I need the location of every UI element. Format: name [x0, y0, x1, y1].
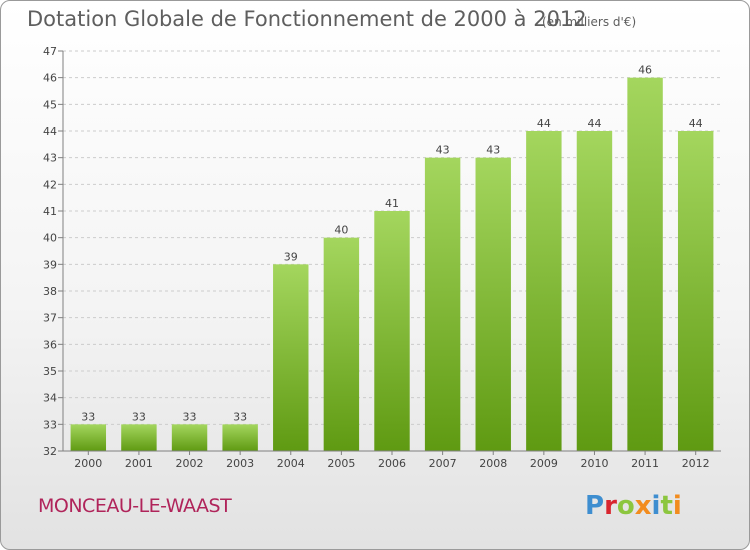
data-label: 43 [436, 144, 450, 157]
data-label: 33 [233, 410, 247, 423]
bars [70, 77, 714, 452]
logo-letter: P [585, 491, 605, 521]
y-tick-label: 43 [43, 152, 57, 165]
bar [70, 424, 107, 451]
data-label: 33 [132, 410, 146, 423]
bar [222, 424, 258, 451]
x-tick-label: 2009 [530, 457, 558, 470]
x-tick-label: 2002 [176, 457, 204, 470]
y-tick-label: 44 [43, 125, 57, 138]
x-tick-label: 2012 [682, 457, 710, 470]
x-tick-label: 2006 [378, 457, 406, 470]
data-label: 44 [587, 117, 601, 130]
y-tick-label: 35 [43, 365, 57, 378]
y-tick-label: 42 [43, 178, 57, 191]
logo-letter: o [616, 491, 635, 521]
data-label: 41 [385, 197, 399, 210]
labels: 32 33 34 35 36 37 38 39 40 41 42 43 44 45 46 47 2000 33 20… [43, 45, 710, 470]
data-label: 44 [537, 117, 551, 130]
bar [424, 157, 461, 451]
data-label: 44 [689, 117, 703, 130]
logo-letter: t [660, 491, 673, 521]
x-tick-label: 2010 [580, 457, 608, 470]
bar [627, 77, 663, 452]
y-tick-label: 45 [43, 98, 57, 111]
y-tick-label: 36 [43, 338, 57, 351]
chart-title: Dotation Globale de Fonctionnement de 20… [27, 7, 587, 31]
bar [171, 424, 208, 451]
data-label: 39 [284, 250, 298, 263]
logo-letter: i [651, 491, 661, 521]
y-tick-label: 46 [43, 72, 57, 85]
commune-name: MONCEAU-LE-WAAST [38, 495, 232, 517]
x-tick-label: 2005 [327, 457, 355, 470]
y-tick-label: 40 [43, 232, 57, 245]
logo-letter: r [604, 491, 617, 521]
bar [273, 264, 309, 451]
y-tick-label: 38 [43, 285, 57, 298]
data-label: 43 [486, 144, 500, 157]
bar [677, 131, 714, 451]
bar [121, 424, 157, 451]
logo-letter: x [634, 491, 652, 521]
unit-note: (en milliers d'€) [542, 15, 637, 29]
x-tick-label: 2011 [631, 457, 659, 470]
data-label: 33 [183, 410, 197, 423]
x-tick-label: 2004 [277, 457, 305, 470]
bar [323, 237, 360, 451]
bar [576, 131, 613, 451]
x-tick-label: 2008 [479, 457, 507, 470]
y-tick-label: 32 [43, 445, 57, 458]
y-tick-label: 47 [43, 45, 57, 58]
data-label: 33 [81, 410, 95, 423]
bar [526, 131, 562, 451]
y-tick-label: 37 [43, 312, 57, 325]
x-tick-label: 2007 [429, 457, 457, 470]
y-tick-label: 33 [43, 418, 57, 431]
y-tick-label: 41 [43, 205, 57, 218]
data-label: 40 [334, 224, 348, 237]
x-tick-label: 2000 [74, 457, 102, 470]
proxiti-logo: Proxiti [585, 491, 682, 521]
bar [374, 211, 410, 451]
axes [58, 50, 721, 455]
logo-letter: i [672, 491, 682, 521]
y-tick-label: 34 [43, 392, 57, 405]
bar [475, 157, 511, 451]
data-label: 46 [638, 64, 652, 77]
x-tick-label: 2003 [226, 457, 254, 470]
y-tick-label: 39 [43, 258, 57, 271]
x-tick-label: 2001 [125, 457, 153, 470]
